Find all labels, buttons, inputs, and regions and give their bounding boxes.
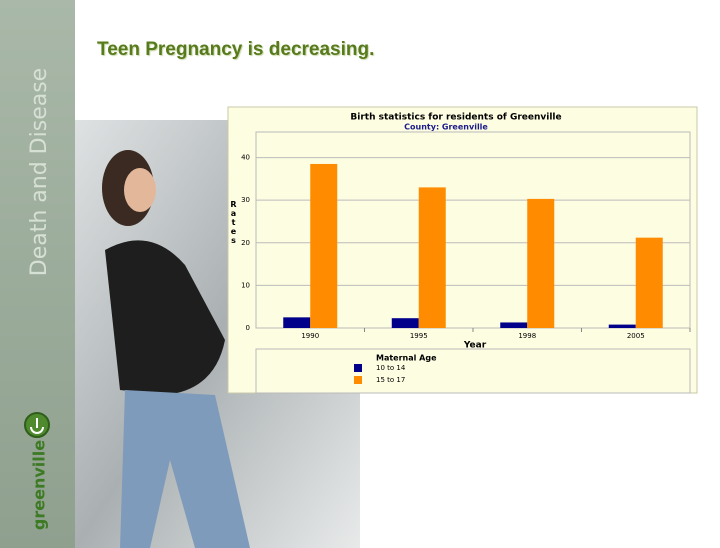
legend-title: Maternal Age (376, 354, 437, 363)
y-tick-label: 0 (246, 324, 250, 332)
x-tick-label: 1990 (301, 332, 319, 340)
section-title: Death and Disease (27, 68, 52, 276)
legend-label: 15 to 17 (376, 376, 405, 384)
photo-face (124, 168, 156, 212)
legend-swatch (354, 364, 362, 372)
bar (608, 324, 636, 328)
x-tick-label: 1998 (518, 332, 536, 340)
y-tick-label: 20 (241, 239, 250, 247)
bar (635, 237, 663, 328)
bar (418, 187, 446, 328)
y-axis-label: Rates (229, 200, 238, 245)
x-axis-label: Year (463, 341, 487, 351)
legend-box (255, 348, 691, 394)
x-tick-label: 2005 (627, 332, 645, 340)
photo-top (105, 240, 225, 395)
sidebar (0, 0, 75, 548)
bar (310, 163, 338, 328)
chart-title: Birth statistics for residents of Greenv… (350, 113, 561, 123)
legend-swatch (354, 376, 362, 384)
y-tick-label: 10 (241, 281, 250, 289)
bar (283, 317, 311, 328)
y-tick-label: 40 (241, 154, 250, 162)
logo-glyph (30, 418, 44, 434)
y-tick-label: 30 (241, 196, 250, 204)
logo-text: greenville (30, 440, 49, 530)
bar (500, 322, 528, 328)
bar (391, 318, 419, 328)
x-tick-label: 1995 (410, 332, 428, 340)
photo-jeans (120, 390, 250, 548)
bar (527, 198, 555, 328)
chart-subtitle: County: Greenville (404, 123, 488, 132)
slide-title: Teen Pregnancy is decreasing. (97, 39, 374, 60)
legend-label: 10 to 14 (376, 364, 406, 372)
